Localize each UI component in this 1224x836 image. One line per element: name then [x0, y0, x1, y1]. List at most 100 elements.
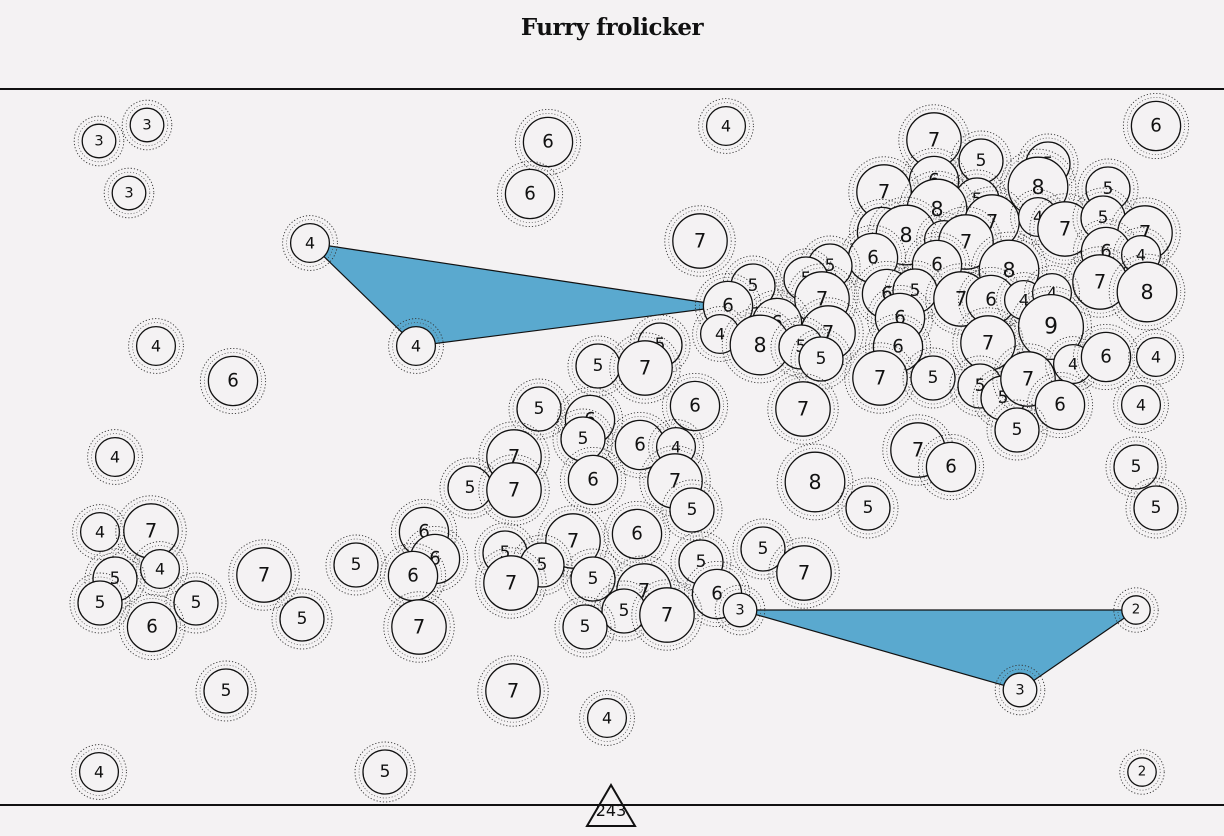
- dot-range-ring: [401, 525, 469, 593]
- dot-body: [562, 604, 608, 650]
- dot-range-ring: [629, 314, 691, 376]
- dot[interactable]: 6: [661, 372, 729, 440]
- dot-value: 3: [94, 133, 103, 150]
- dot[interactable]: 5: [325, 534, 387, 596]
- dot[interactable]: 5: [790, 328, 852, 390]
- dot[interactable]: 6: [514, 108, 582, 176]
- dot-value: 6: [1100, 347, 1112, 368]
- dot[interactable]: 7: [768, 537, 840, 609]
- dot[interactable]: 6: [496, 160, 564, 228]
- dot-range-ring: [84, 548, 146, 610]
- dot[interactable]: 5: [567, 335, 629, 397]
- dot[interactable]: 5: [354, 741, 416, 803]
- dot[interactable]: 5: [165, 572, 227, 634]
- dot[interactable]: 4: [1113, 377, 1169, 433]
- dot-value: 7: [960, 231, 972, 254]
- dot-range-ring: [1113, 227, 1169, 283]
- dot[interactable]: 5: [271, 588, 333, 650]
- dot[interactable]: 4: [698, 98, 754, 154]
- dot[interactable]: 5: [508, 378, 570, 440]
- dot-inner-ring: [558, 600, 612, 654]
- dot[interactable]: 4: [71, 744, 127, 800]
- dot[interactable]: 7: [115, 495, 187, 567]
- dot[interactable]: 3: [994, 664, 1046, 716]
- dot[interactable]: 5: [661, 479, 723, 541]
- dot-value: 6: [524, 184, 536, 205]
- dot[interactable]: 5: [195, 660, 257, 722]
- dot-inner-ring: [132, 322, 180, 370]
- dot[interactable]: 5: [986, 399, 1048, 461]
- dot-value: 7: [505, 572, 517, 595]
- dot[interactable]: 3: [73, 115, 125, 167]
- dot[interactable]: 3: [714, 584, 766, 636]
- dot[interactable]: 2: [1119, 749, 1165, 795]
- dot[interactable]: 6: [1026, 371, 1094, 439]
- dot[interactable]: 4: [388, 318, 444, 374]
- dot[interactable]: 7: [767, 373, 839, 445]
- dot[interactable]: 7: [478, 454, 550, 526]
- dot-inner-ring: [512, 382, 566, 436]
- dot-range-ring: [195, 660, 257, 722]
- dot[interactable]: 5: [554, 596, 616, 658]
- dot[interactable]: 2: [1113, 587, 1159, 633]
- dot-body: [611, 508, 663, 560]
- dot-value: 5: [191, 593, 202, 613]
- dot[interactable]: 4: [282, 215, 338, 271]
- dot[interactable]: 5: [1105, 436, 1167, 498]
- dot-value: 4: [1033, 208, 1043, 227]
- dot[interactable]: 6: [199, 347, 267, 415]
- dot-body: [395, 325, 437, 367]
- dot[interactable]: 8: [776, 443, 854, 521]
- dot-range-ring: [478, 454, 550, 526]
- dot[interactable]: 6: [118, 593, 186, 661]
- dot-range-ring: [903, 231, 971, 299]
- dot[interactable]: 7: [844, 342, 916, 414]
- dot[interactable]: 7: [228, 539, 300, 611]
- dot-body: [81, 123, 117, 159]
- dot[interactable]: 4: [132, 541, 188, 597]
- dot[interactable]: 8: [1108, 253, 1186, 331]
- dot[interactable]: 4: [579, 690, 635, 746]
- dot[interactable]: 7: [631, 579, 703, 651]
- dot[interactable]: 4: [72, 504, 128, 560]
- dot-value: 5: [95, 593, 106, 613]
- dot[interactable]: 4: [128, 318, 184, 374]
- dot-range-ring: [383, 591, 455, 663]
- dot[interactable]: 4: [1128, 329, 1184, 385]
- dot[interactable]: 6: [917, 433, 985, 501]
- dot-value: 7: [639, 357, 651, 380]
- dot[interactable]: 5: [902, 347, 964, 409]
- dot-inner-ring: [73, 576, 127, 630]
- dot-value: 5: [687, 500, 698, 520]
- dot-range-ring: [165, 572, 227, 634]
- dot[interactable]: 7: [477, 655, 549, 727]
- dot[interactable]: 7: [475, 547, 547, 619]
- dot-inner-ring: [841, 481, 895, 535]
- dot-value: 3: [1015, 682, 1024, 699]
- dot[interactable]: 3: [103, 167, 155, 219]
- dot-inner-ring: [392, 322, 440, 370]
- dot[interactable]: 7: [609, 332, 681, 404]
- dot-inner-ring: [908, 236, 966, 294]
- dot-inner-ring: [613, 336, 677, 400]
- dot-body: [1133, 485, 1179, 531]
- dot-value: 6: [587, 470, 599, 491]
- dot[interactable]: 5: [439, 457, 501, 519]
- dot[interactable]: 6: [559, 446, 627, 514]
- dot[interactable]: 4: [87, 429, 143, 485]
- dot[interactable]: 9: [1010, 286, 1092, 368]
- dot-inner-ring: [1127, 97, 1185, 155]
- dot[interactable]: 5: [69, 572, 131, 634]
- dot[interactable]: 7: [664, 205, 736, 277]
- dot[interactable]: 5: [837, 477, 899, 539]
- dot-inner-ring: [107, 171, 151, 215]
- dot[interactable]: 6: [1122, 92, 1190, 160]
- dot[interactable]: 7: [383, 591, 455, 663]
- dot-range-ring: [661, 479, 723, 541]
- dot[interactable]: 5: [1125, 477, 1187, 539]
- dot[interactable]: 6: [603, 500, 671, 568]
- dot[interactable]: 3: [121, 99, 173, 151]
- dot[interactable]: 6: [1072, 323, 1140, 391]
- dot-range-ring: [664, 205, 736, 277]
